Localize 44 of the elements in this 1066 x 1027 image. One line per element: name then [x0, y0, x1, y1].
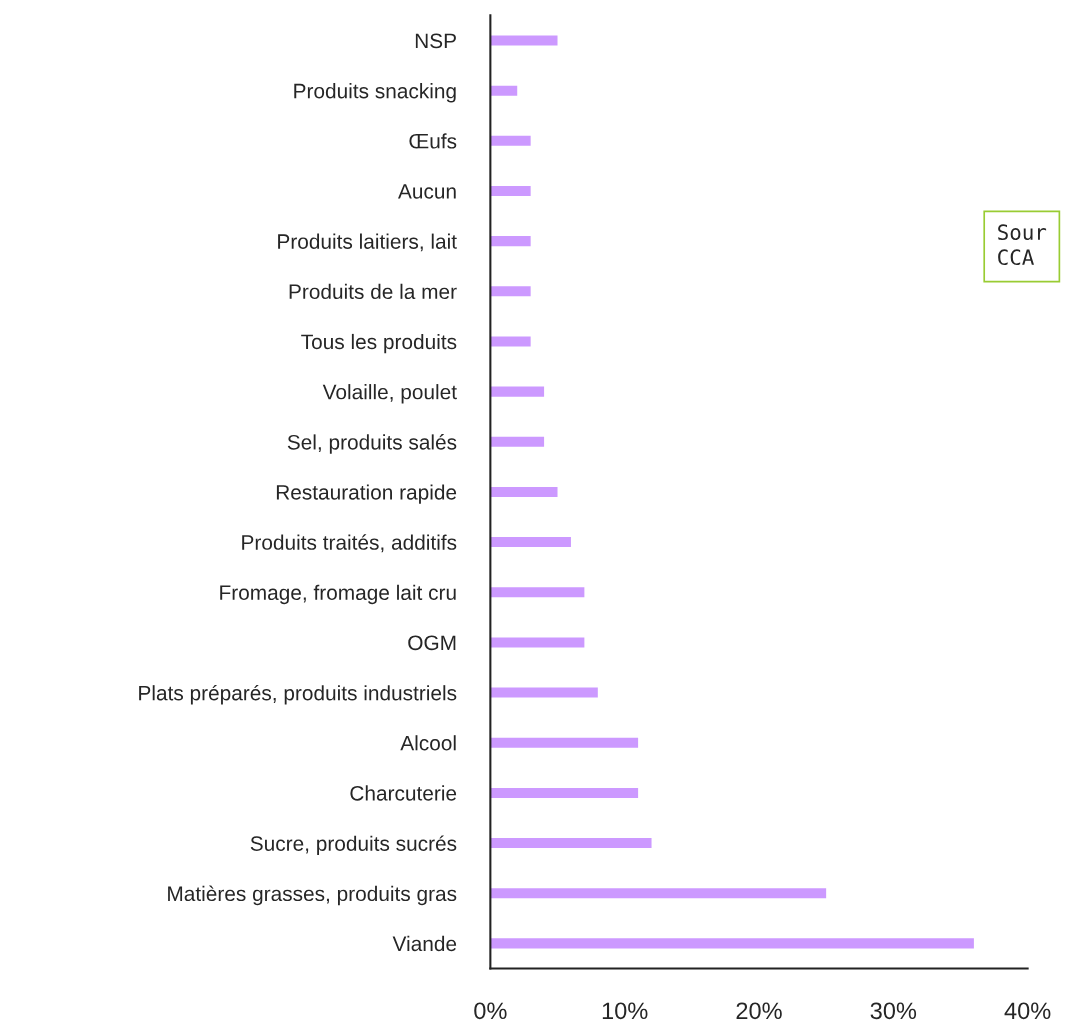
y-tick-label: Sel, produits salés	[287, 434, 457, 454]
bar	[490, 838, 652, 849]
y-tick-label: Fromage, fromage lait cru	[220, 584, 456, 605]
bar	[490, 637, 585, 648]
bar	[490, 687, 598, 698]
y-tick-label: Œufs	[409, 133, 457, 149]
y-tick-label: NSP	[415, 33, 456, 49]
bar	[490, 537, 571, 548]
bar	[490, 938, 974, 949]
y-tick-label: Restauration rapide	[276, 484, 457, 504]
y-tick-label: Sucre, produits sucrés	[250, 835, 457, 856]
y-tick-label: Produits de la mer	[289, 283, 457, 300]
bar	[490, 587, 585, 598]
x-tick-label: 40%	[1004, 1002, 1051, 1020]
bar	[490, 85, 518, 96]
bar	[490, 286, 531, 297]
bar	[490, 436, 545, 447]
y-tick-label: Charcuterie	[350, 785, 457, 801]
y-tick-label: OGM	[408, 635, 456, 651]
y-tick-label: Produits laitiers, lait	[278, 233, 457, 252]
y-tick-label: Viande	[392, 935, 457, 952]
x-tick-label: 20%	[736, 1002, 782, 1020]
bar	[490, 35, 558, 46]
bar	[490, 185, 531, 196]
y-tick-label: Alcool	[400, 735, 456, 751]
bar	[490, 486, 558, 497]
y-tick-label: Produits traités, additifs	[242, 534, 457, 553]
x-tick-label: 30%	[870, 1002, 917, 1020]
y-tick-label: Plats préparés, produits industriels	[139, 684, 457, 705]
bar	[490, 236, 531, 247]
y-tick-label: Matières grasses, produits gras	[168, 885, 457, 906]
x-tick-label: 10%	[602, 1002, 648, 1020]
y-tick-label: Produits snacking	[294, 83, 456, 103]
x-tick-label: 0%	[474, 1002, 507, 1020]
bar	[490, 888, 827, 899]
bar	[490, 336, 531, 347]
y-tick-label: Aucun	[398, 184, 456, 199]
y-tick-label: Tous les produits	[301, 333, 457, 354]
bar	[490, 737, 639, 748]
bar	[490, 135, 531, 146]
annotation: Sour CCA	[998, 224, 1047, 266]
bar	[490, 787, 639, 798]
bar	[490, 386, 545, 397]
y-tick-label: Volaille, poulet	[322, 384, 457, 404]
